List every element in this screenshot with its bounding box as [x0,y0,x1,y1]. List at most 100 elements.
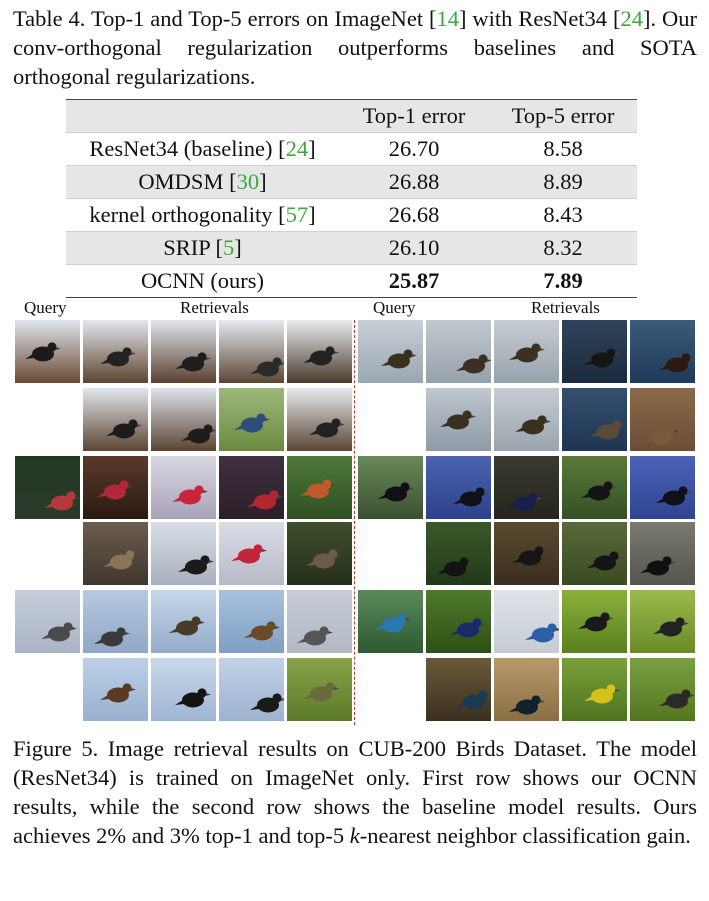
left-retrievals-label: Retrievals [180,298,249,317]
caption-math: k [349,823,360,848]
top5-cell: 8.89 [489,165,637,199]
caption-text: ]. Our conv-orthogonal regularization ou… [13,6,697,89]
results-table: Top-1 error Top-5 error ResNet34 (baseli… [66,99,637,298]
bird-image [358,456,423,519]
bird-image [630,590,695,653]
bird-image [219,388,284,451]
bird-image [83,456,148,519]
bird-image [494,522,559,585]
bird-image [630,658,695,721]
method-cell: ResNet34 (baseline) [24] [66,132,339,166]
method-cell: OMDSM [30] [66,165,339,199]
bird-image [83,658,148,721]
bird-image [358,590,423,653]
bird-image [562,658,627,721]
citation-link[interactable]: 14 [436,6,460,31]
bird-image [219,320,284,383]
bracket: ] [234,235,242,260]
bird-image [494,388,559,451]
bird-image [630,456,695,519]
table-caption: Table 4. Top-1 and Top-5 errors on Image… [13,4,697,91]
figure-caption: Figure 5. Image retrieval results on CUB… [13,734,697,850]
bird-image [83,388,148,451]
top5-cell: 8.58 [489,132,637,166]
caption-text: Figure 5. Image retrieval results on CUB… [13,736,697,848]
top1-cell-best: 25.87 [339,264,489,298]
method-cell: kernel orthogonality [57] [66,198,339,232]
bird-image [151,522,216,585]
bird-image [426,456,491,519]
method-name: OMDSM [ [138,169,237,194]
method-cell: SRIP [5] [66,231,339,265]
bird-image [15,456,80,519]
right-retrievals-label: Retrievals [531,298,600,317]
bracket: ] [308,202,316,227]
caption-text: -nearest neighbor classification gain. [359,823,691,848]
citation-link[interactable]: 5 [223,235,235,260]
bird-image [151,320,216,383]
top1-cell: 26.70 [339,132,489,166]
citation-link[interactable]: 30 [236,169,260,194]
top1-cell: 26.10 [339,231,489,265]
bird-image [494,658,559,721]
method-name: kernel orthogonality [ [89,202,286,227]
bird-image [358,320,423,383]
bird-image [83,590,148,653]
method-name: ResNet34 (baseline) [ [89,136,286,161]
bird-image [151,590,216,653]
right-query-label: Query [373,298,416,317]
bird-image [15,590,80,653]
bird-image [219,522,284,585]
bird-image [562,590,627,653]
method-cell: OCNN (ours) [66,264,339,298]
table-row: OCNN (ours) 25.87 7.89 [66,264,637,298]
bracket: ] [308,136,316,161]
bird-image [630,320,695,383]
table-row: kernel orthogonality [57] 26.68 8.43 [66,198,637,232]
bird-image [287,320,352,383]
bird-image [287,388,352,451]
bird-image [426,658,491,721]
bird-image [83,320,148,383]
bird-image [219,590,284,653]
bird-image [287,658,352,721]
method-name: OCNN (ours) [140,268,265,293]
bird-image [562,388,627,451]
table-row: OMDSM [30] 26.88 8.89 [66,165,637,199]
caption-text: Table 4. Top-1 and Top-5 errors on Image… [13,6,437,31]
figure-divider [354,320,355,725]
table-header-cell: Top-1 error [339,99,489,133]
citation-link[interactable]: 24 [285,136,309,161]
left-query-label: Query [24,298,67,317]
bird-image [426,522,491,585]
bird-image [219,658,284,721]
top1-cell: 26.88 [339,165,489,199]
bird-image [287,522,352,585]
bird-image [562,456,627,519]
top5-cell: 8.43 [489,198,637,232]
bird-image [494,590,559,653]
top1-cell: 26.68 [339,198,489,232]
table-row: ResNet34 (baseline) [24] 26.70 8.58 [66,132,637,166]
method-name: SRIP [ [163,235,224,260]
bird-image [426,320,491,383]
bird-image [151,658,216,721]
bird-image [562,320,627,383]
top5-cell-best: 7.89 [489,264,637,298]
bird-image [151,456,216,519]
bird-image [151,388,216,451]
bird-image [219,456,284,519]
bird-image [426,590,491,653]
bird-image [83,522,148,585]
bird-image [426,388,491,451]
top5-cell: 8.32 [489,231,637,265]
caption-text: ] with ResNet34 [ [459,6,621,31]
bird-image [494,456,559,519]
bird-image [630,388,695,451]
citation-link[interactable]: 24 [620,6,643,31]
table-row: SRIP [5] 26.10 8.32 [66,231,637,265]
bird-image [562,522,627,585]
citation-link[interactable]: 57 [285,202,309,227]
bird-image [494,320,559,383]
bird-image [630,522,695,585]
